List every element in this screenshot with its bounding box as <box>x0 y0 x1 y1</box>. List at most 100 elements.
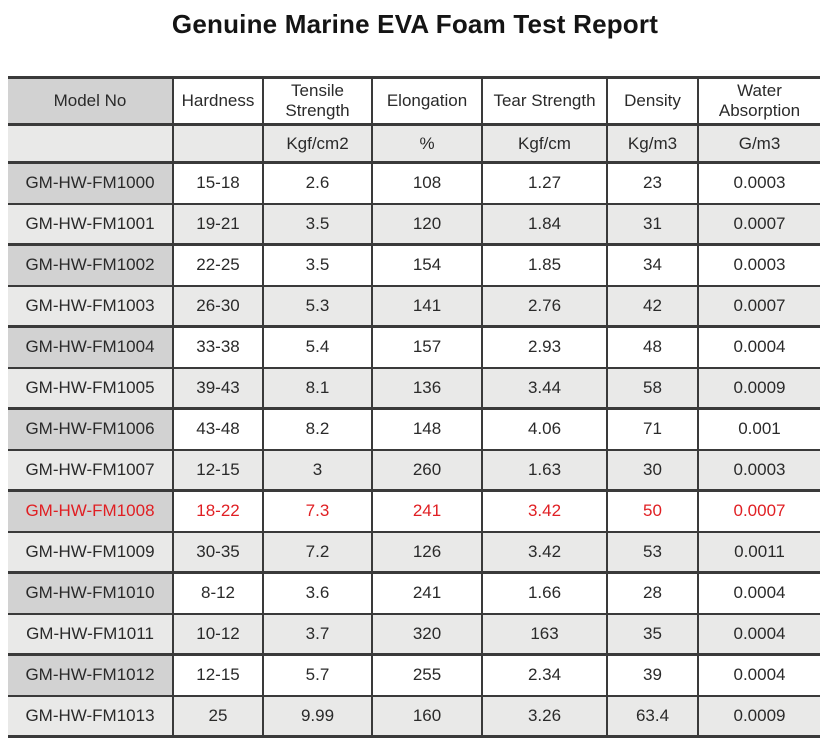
cell-tensile: 5.4 <box>263 326 373 369</box>
cell-elongation: 141 <box>372 285 483 328</box>
col-header-density: Density <box>607 77 699 126</box>
cell-elongation: 154 <box>372 244 483 287</box>
cell-model: GM-HW-FM1010 <box>8 572 174 615</box>
cell-water: 0.0007 <box>698 203 820 246</box>
cell-water: 0.0007 <box>698 490 820 533</box>
cell-elongation: 260 <box>372 449 483 492</box>
cell-density: 53 <box>607 531 699 574</box>
col-header-tensile: Tensile Strength <box>263 77 373 126</box>
cell-water: 0.0011 <box>698 531 820 574</box>
cell-model: GM-HW-FM1007 <box>8 449 174 492</box>
cell-water: 0.001 <box>698 408 820 451</box>
cell-elongation: 136 <box>372 367 483 410</box>
cell-density: 23 <box>607 162 699 205</box>
col-header-hardness: Hardness <box>173 77 264 126</box>
table-row: GM-HW-FM1005 39-43 8.1 136 3.44 58 0.000… <box>8 367 820 410</box>
cell-tear: 1.84 <box>482 203 608 246</box>
cell-density: 58 <box>607 367 699 410</box>
cell-tensile: 9.99 <box>263 695 373 738</box>
cell-tear: 2.93 <box>482 326 608 369</box>
cell-density: 28 <box>607 572 699 615</box>
cell-density: 39 <box>607 654 699 697</box>
cell-density: 48 <box>607 326 699 369</box>
table-row: GM-HW-FM1008 18-22 7.3 241 3.42 50 0.000… <box>8 490 820 533</box>
cell-hardness: 15-18 <box>173 162 264 205</box>
cell-tensile: 3.7 <box>263 613 373 656</box>
cell-elongation: 241 <box>372 572 483 615</box>
cell-elongation: 255 <box>372 654 483 697</box>
unit-tensile: Kgf/cm2 <box>263 124 373 164</box>
cell-tensile: 2.6 <box>263 162 373 205</box>
cell-model: GM-HW-FM1005 <box>8 367 174 410</box>
cell-hardness: 19-21 <box>173 203 264 246</box>
cell-hardness: 33-38 <box>173 326 264 369</box>
cell-model: GM-HW-FM1006 <box>8 408 174 451</box>
cell-elongation: 241 <box>372 490 483 533</box>
cell-hardness: 18-22 <box>173 490 264 533</box>
cell-elongation: 320 <box>372 613 483 656</box>
header-row: Model No Hardness Tensile Strength Elong… <box>8 77 820 126</box>
table-row: GM-HW-FM1010 8-12 3.6 241 1.66 28 0.0004 <box>8 572 820 615</box>
cell-model: GM-HW-FM1011 <box>8 613 174 656</box>
cell-tear: 4.06 <box>482 408 608 451</box>
cell-elongation: 157 <box>372 326 483 369</box>
cell-elongation: 126 <box>372 531 483 574</box>
cell-tear: 163 <box>482 613 608 656</box>
unit-water: G/m3 <box>698 124 820 164</box>
cell-hardness: 26-30 <box>173 285 264 328</box>
cell-density: 34 <box>607 244 699 287</box>
cell-tensile: 3 <box>263 449 373 492</box>
cell-water: 0.0009 <box>698 367 820 410</box>
cell-water: 0.0003 <box>698 449 820 492</box>
table-row: GM-HW-FM1003 26-30 5.3 141 2.76 42 0.000… <box>8 285 820 328</box>
cell-water: 0.0004 <box>698 654 820 697</box>
cell-tear: 1.27 <box>482 162 608 205</box>
cell-tear: 3.42 <box>482 490 608 533</box>
table-row: GM-HW-FM1012 12-15 5.7 255 2.34 39 0.000… <box>8 654 820 697</box>
cell-hardness: 8-12 <box>173 572 264 615</box>
table-row: GM-HW-FM1000 15-18 2.6 108 1.27 23 0.000… <box>8 162 820 205</box>
cell-hardness: 25 <box>173 695 264 738</box>
cell-model: GM-HW-FM1003 <box>8 285 174 328</box>
cell-tensile: 7.2 <box>263 531 373 574</box>
unit-hardness <box>173 124 264 164</box>
cell-water: 0.0003 <box>698 244 820 287</box>
cell-hardness: 12-15 <box>173 449 264 492</box>
cell-water: 0.0007 <box>698 285 820 328</box>
col-header-tear: Tear Strength <box>482 77 608 126</box>
cell-elongation: 108 <box>372 162 483 205</box>
col-header-elongation: Elongation <box>372 77 483 126</box>
page-title: Genuine Marine EVA Foam Test Report <box>171 9 659 39</box>
cell-model: GM-HW-FM1004 <box>8 326 174 369</box>
unit-model <box>8 124 174 164</box>
units-row: Kgf/cm2 % Kgf/cm Kg/m3 G/m3 <box>8 124 820 164</box>
cell-model: GM-HW-FM1009 <box>8 531 174 574</box>
unit-elongation: % <box>372 124 483 164</box>
table-row: GM-HW-FM1009 30-35 7.2 126 3.42 53 0.001… <box>8 531 820 574</box>
col-header-water: Water Absorption <box>698 77 820 126</box>
cell-tensile: 3.6 <box>263 572 373 615</box>
cell-model: GM-HW-FM1000 <box>8 162 174 205</box>
table-row: GM-HW-FM1004 33-38 5.4 157 2.93 48 0.000… <box>8 326 820 369</box>
cell-hardness: 10-12 <box>173 613 264 656</box>
table-row: GM-HW-FM1013 25 9.99 160 3.26 63.4 0.000… <box>8 695 820 738</box>
unit-tear: Kgf/cm <box>482 124 608 164</box>
cell-water: 0.0004 <box>698 613 820 656</box>
cell-tensile: 8.2 <box>263 408 373 451</box>
cell-tear: 2.34 <box>482 654 608 697</box>
cell-model: GM-HW-FM1001 <box>8 203 174 246</box>
cell-hardness: 22-25 <box>173 244 264 287</box>
cell-tear: 1.85 <box>482 244 608 287</box>
cell-density: 71 <box>607 408 699 451</box>
cell-elongation: 148 <box>372 408 483 451</box>
cell-tear: 3.44 <box>482 367 608 410</box>
cell-water: 0.0004 <box>698 326 820 369</box>
test-report-table: Model No Hardness Tensile Strength Elong… <box>8 76 820 738</box>
cell-hardness: 43-48 <box>173 408 264 451</box>
cell-density: 31 <box>607 203 699 246</box>
cell-hardness: 39-43 <box>173 367 264 410</box>
table-row: GM-HW-FM1001 19-21 3.5 120 1.84 31 0.000… <box>8 203 820 246</box>
cell-tensile: 8.1 <box>263 367 373 410</box>
cell-model: GM-HW-FM1008 <box>8 490 174 533</box>
cell-tear: 3.26 <box>482 695 608 738</box>
